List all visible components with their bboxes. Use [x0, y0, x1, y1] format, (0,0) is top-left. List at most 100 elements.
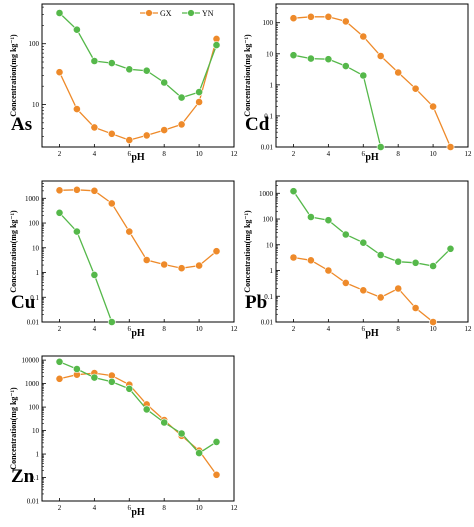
data-point-yn: [177, 93, 186, 102]
plot-frame: [41, 355, 235, 502]
y-tick-label: 100: [263, 19, 274, 27]
y-tick-label: 0.01: [261, 144, 274, 152]
x-tick-label: 12: [231, 504, 239, 512]
y-tick-label: 100: [29, 40, 40, 48]
data-point-gx: [142, 256, 151, 264]
data-point-yn: [324, 55, 333, 64]
data-point-gx: [289, 253, 298, 262]
x-tick-label: 6: [128, 325, 132, 333]
data-point-yn: [289, 51, 298, 60]
data-point-gx: [177, 120, 186, 129]
data-point-yn: [107, 377, 116, 386]
y-tick-label: 10: [32, 244, 40, 252]
x-tick-label: 10: [196, 325, 204, 333]
data-point-yn: [212, 41, 221, 49]
y-tick-label: 1: [36, 451, 40, 459]
data-point-gx: [411, 84, 420, 93]
x-tick-label: 8: [162, 325, 166, 333]
data-point-gx: [55, 68, 64, 77]
data-point-yn: [125, 65, 134, 74]
data-point-gx: [341, 278, 350, 287]
series-line-yn: [59, 212, 113, 323]
data-point-gx: [324, 266, 333, 275]
data-point-gx: [90, 123, 99, 132]
data-point-yn: [446, 244, 455, 253]
y-tick-label: 10: [32, 101, 40, 109]
x-tick-label: 6: [128, 504, 132, 512]
y-tick-label: 0.1: [30, 294, 39, 302]
data-point-yn: [142, 405, 151, 414]
data-point-yn: [125, 384, 134, 393]
series-line-yn: [293, 54, 382, 148]
data-point-gx: [107, 199, 116, 208]
data-point-gx: [376, 52, 385, 60]
y-tick-label: 0.1: [264, 112, 273, 120]
data-point-yn: [195, 88, 203, 96]
y-axis-label: Concentration(mg kg⁻¹): [243, 34, 252, 117]
data-point-yn: [107, 318, 116, 326]
x-tick-label: 6: [362, 325, 366, 333]
y-tick-label: 1000: [259, 190, 274, 198]
y-tick-label: 1: [270, 267, 274, 275]
data-point-yn: [90, 270, 99, 279]
data-point-gx: [446, 143, 455, 151]
y-tick-label: 1: [270, 81, 274, 89]
x-tick-label: 12: [465, 150, 473, 158]
series-line-gx: [58, 38, 218, 141]
x-tick-label: 6: [362, 150, 366, 158]
data-point-yn: [359, 71, 368, 80]
x-tick-label: 2: [292, 325, 296, 333]
data-point-yn: [142, 66, 151, 75]
data-point-yn: [376, 251, 385, 259]
data-point-yn: [341, 230, 350, 239]
data-point-gx: [212, 247, 221, 256]
data-point-gx: [142, 131, 151, 140]
y-tick-label: 0.01: [27, 498, 40, 506]
panel-tag: Zn: [11, 466, 35, 487]
data-point-yn: [411, 258, 420, 267]
plot-frame: [275, 3, 469, 148]
x-tick-label: 12: [231, 325, 239, 333]
y-tick-label: 10000: [22, 357, 40, 365]
data-point-gx: [125, 227, 134, 236]
legend-marker-gx: [145, 9, 153, 17]
data-point-yn: [177, 429, 186, 438]
legend-marker-yn: [187, 9, 195, 17]
plot-frame: [41, 180, 235, 323]
y-tick-label: 0.1: [264, 293, 273, 301]
data-point-gx: [429, 318, 437, 326]
x-tick-label: 4: [93, 150, 97, 158]
panel-tag: Cu: [11, 292, 36, 313]
x-tick-label: 2: [292, 150, 296, 158]
x-tick-label: 10: [196, 150, 204, 158]
data-point-yn: [306, 213, 315, 221]
x-tick-label: 12: [231, 150, 239, 158]
data-point-gx: [359, 286, 368, 295]
y-tick-label: 10: [266, 50, 274, 58]
series-line-yn: [59, 361, 217, 454]
series-line-gx: [59, 189, 217, 269]
x-tick-label: 2: [58, 325, 62, 333]
panel-cd: 2 4 6 8 10 12 0.01 0.1 1 10 100 Concentration(mg kg…: [243, 3, 473, 163]
y-axis-label: Concentration(mg kg⁻¹): [9, 210, 18, 293]
x-tick-label: 2: [58, 150, 62, 158]
x-tick-label: 6: [128, 150, 132, 158]
panel-as: 2 4 6 8 10 12 10 100 Concentration(mg kg⁻¹) pH As G…: [9, 3, 239, 163]
y-axis-label: Concentration(mg kg⁻¹): [243, 210, 252, 293]
data-point-yn: [324, 216, 333, 225]
y-axis-label: Concentration(mg kg⁻¹): [9, 34, 18, 117]
y-tick-label: 0.1: [30, 474, 39, 482]
plot-frame: [275, 180, 469, 323]
x-axis-label: pH: [131, 328, 145, 339]
data-point-gx: [212, 470, 221, 479]
data-point-yn: [90, 57, 99, 65]
y-tick-label: 1: [36, 269, 40, 277]
y-tick-label: 0.01: [27, 319, 40, 327]
x-tick-label: 8: [396, 150, 400, 158]
panel-pb: 2 4 6 8 10 12 0.01 0.1 1 10 100 1000 Concentration(m…: [243, 180, 473, 339]
data-point-gx: [359, 32, 368, 41]
data-point-gx: [55, 374, 64, 383]
y-tick-label: 10: [266, 241, 274, 249]
x-tick-label: 12: [465, 325, 473, 333]
